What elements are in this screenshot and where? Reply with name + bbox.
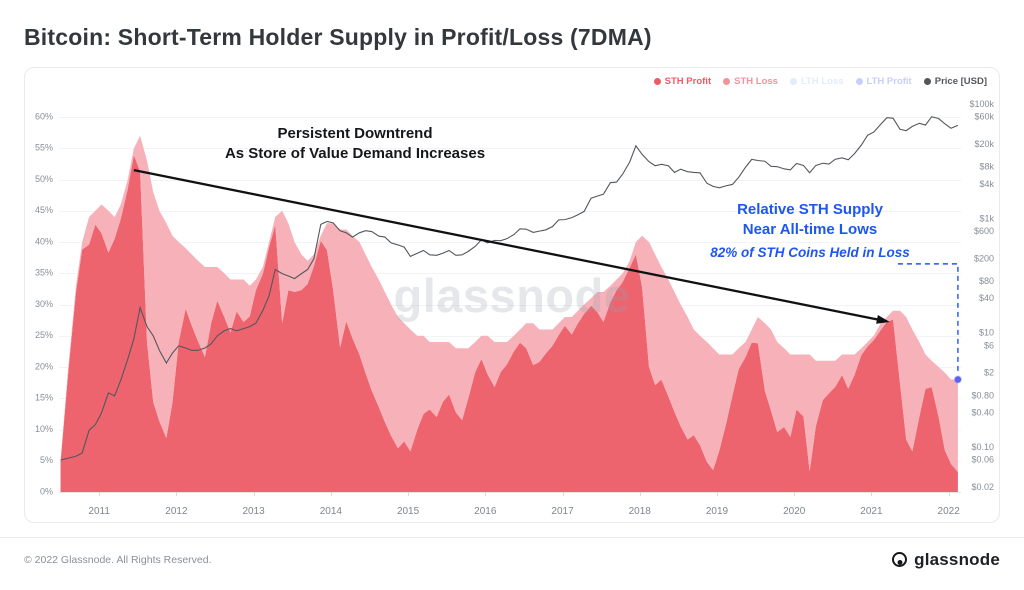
legend-label-price-usd: Price [USD]	[934, 76, 987, 87]
page-header: Bitcoin: Short-Term Holder Supply in Pro…	[0, 0, 1024, 67]
legend-item-lth-loss[interactable]: LTH Loss	[789, 76, 844, 87]
legend-label-sth-profit: STH Profit	[664, 76, 712, 87]
glassnode-logo-icon	[892, 552, 908, 567]
price-usd-dot-icon	[923, 78, 931, 85]
chart-legend: STH Profit STH Loss LTH Loss LTH Profit …	[653, 76, 987, 87]
legend-item-lth-profit[interactable]: LTH Profit	[855, 76, 912, 87]
copyright-text: © 2022 Glassnode. All Rights Reserved.	[24, 553, 212, 566]
legend-item-price-usd[interactable]: Price [USD]	[923, 76, 987, 87]
glassnode-wordmark: glassnode	[914, 549, 1000, 569]
legend-label-lth-profit: LTH Profit	[866, 76, 912, 87]
lth-profit-dot-icon	[855, 78, 863, 85]
lth-loss-dot-icon	[789, 78, 797, 85]
legend-label-lth-loss: LTH Loss	[800, 76, 844, 87]
legend-item-sth-loss[interactable]: STH Loss	[723, 76, 778, 87]
glassnode-brand: glassnode	[892, 550, 1000, 570]
chart-canvas[interactable]	[25, 68, 999, 522]
legend-item-sth-profit[interactable]: STH Profit	[653, 76, 712, 87]
sth-profit-dot-icon	[653, 78, 661, 85]
page-title: Bitcoin: Short-Term Holder Supply in Pro…	[24, 24, 652, 50]
legend-label-sth-loss: STH Loss	[734, 76, 778, 87]
page-footer: © 2022 Glassnode. All Rights Reserved. g…	[0, 537, 1024, 581]
chart-card: glassnode STH Profit STH Loss LTH Loss L…	[24, 67, 1000, 523]
sth-loss-dot-icon	[723, 78, 731, 85]
